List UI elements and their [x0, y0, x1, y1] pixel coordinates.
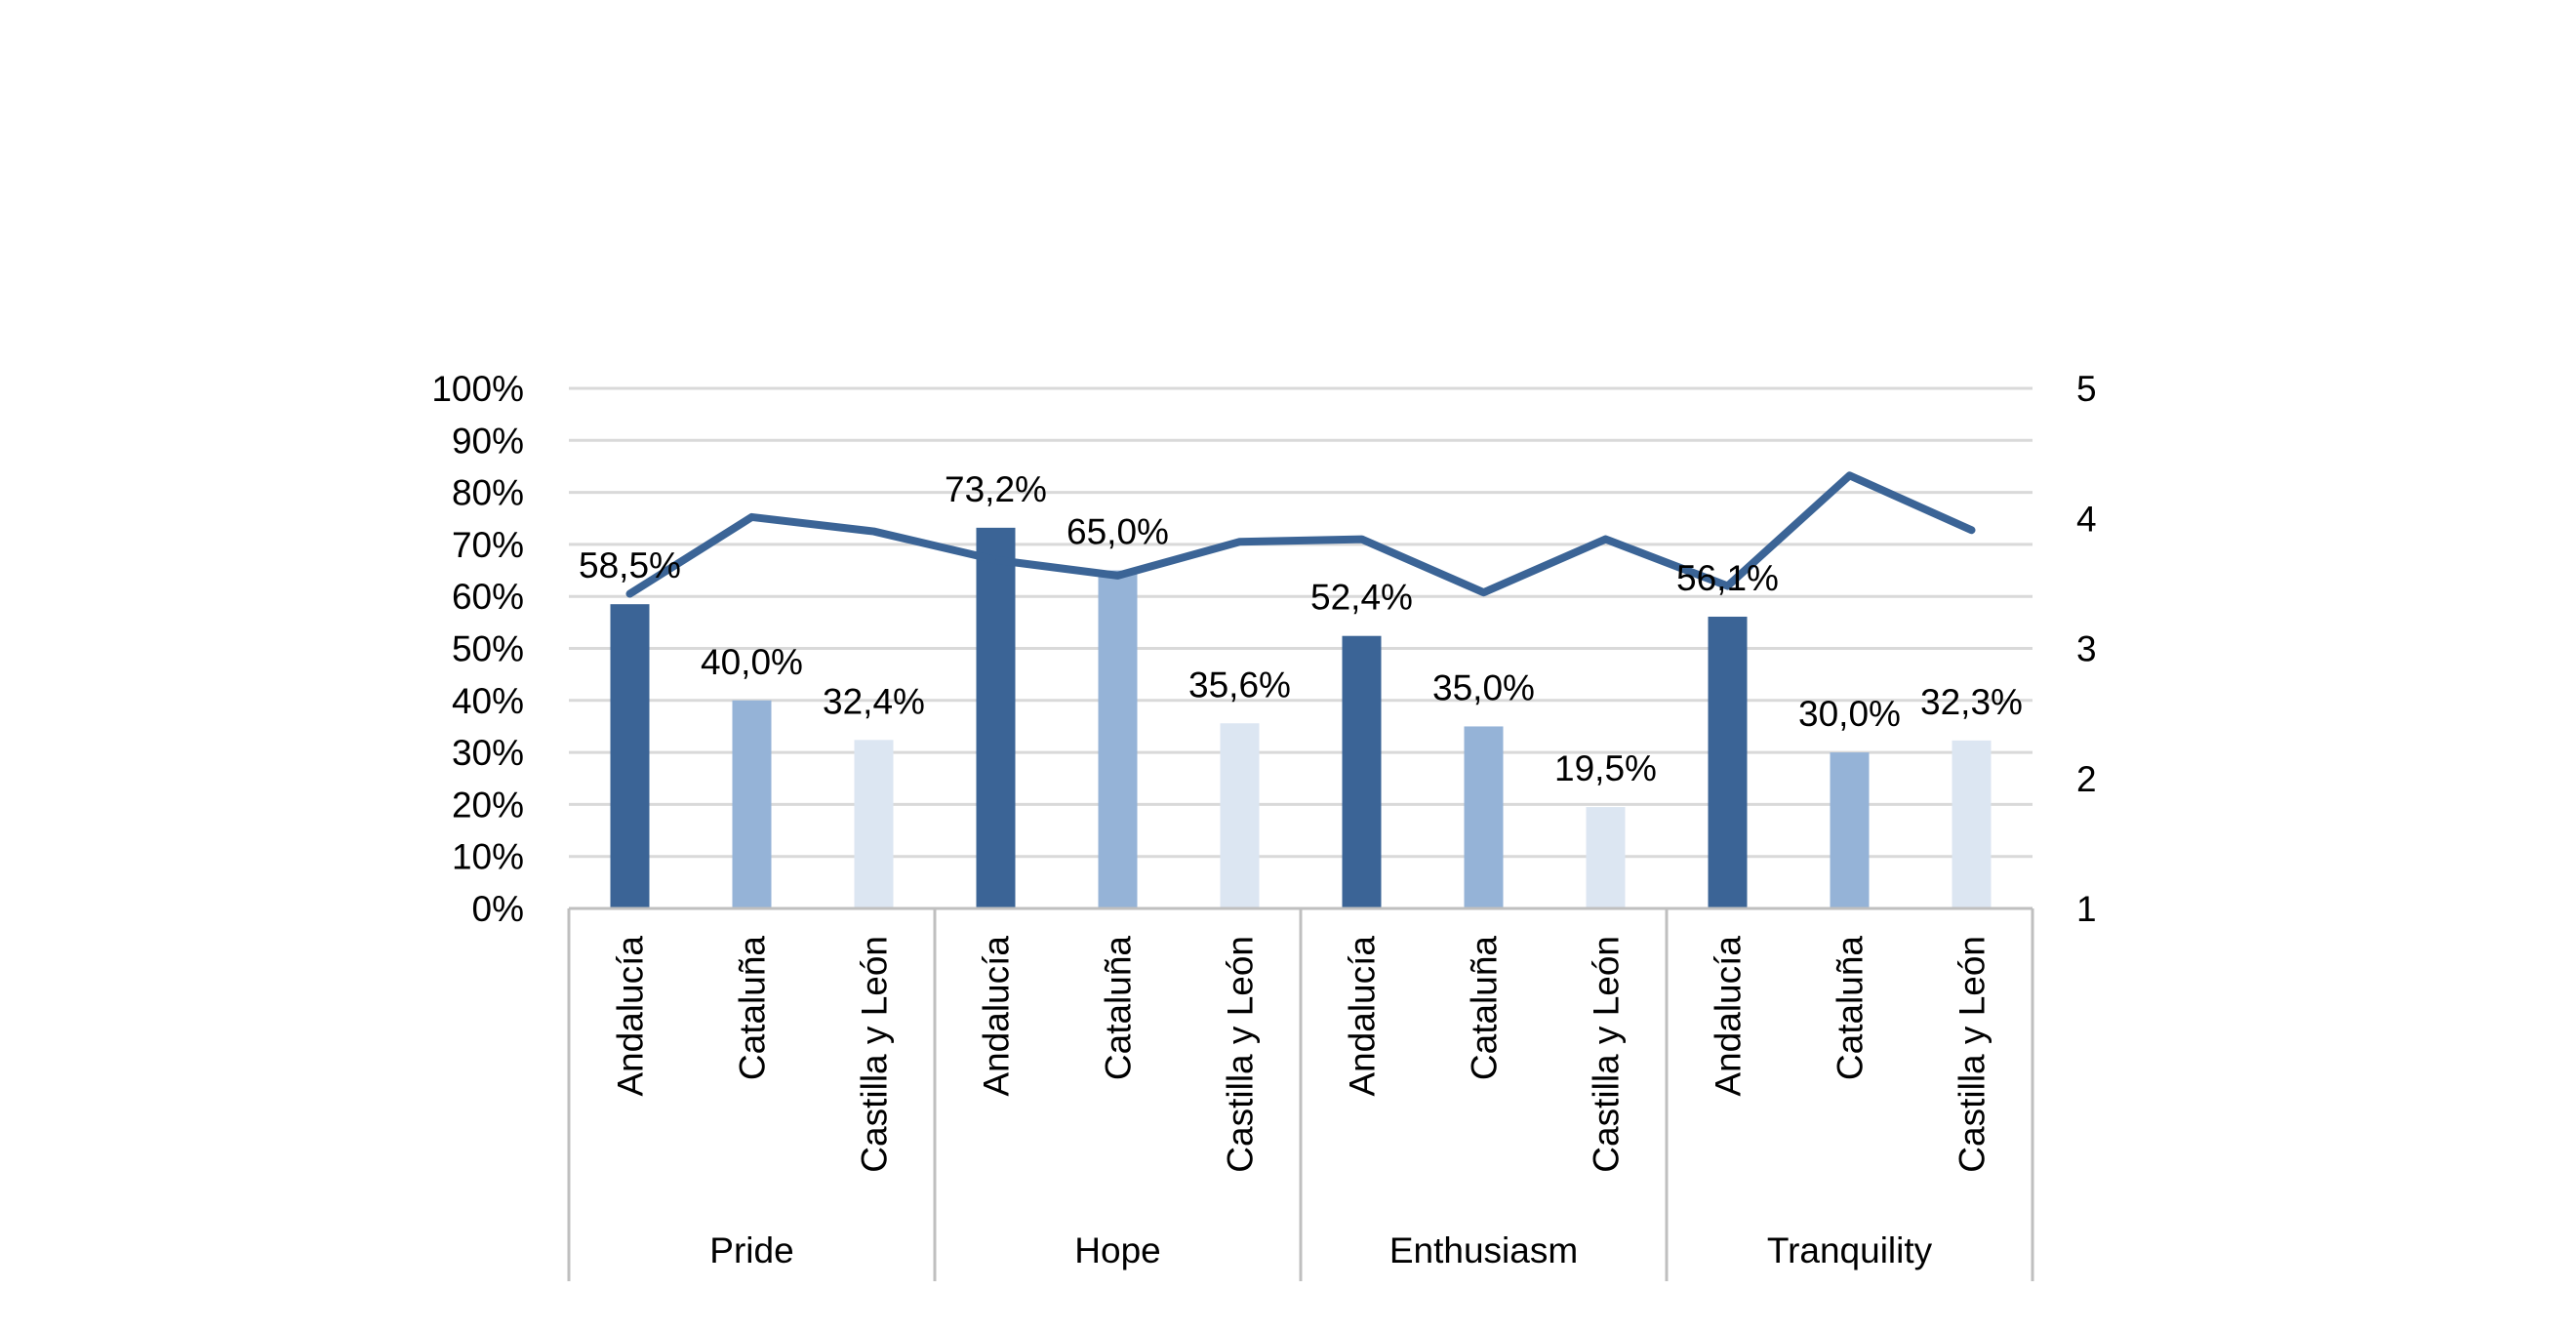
bar: [1464, 726, 1504, 908]
line-point: [1971, 529, 1972, 531]
bar-data-label: 58,5%: [579, 545, 681, 585]
y-left-tick-label: 50%: [452, 629, 524, 669]
category-label: Cataluña: [1099, 936, 1139, 1081]
bar-data-label: 73,2%: [945, 469, 1047, 509]
bar-data-label: 56,1%: [1676, 558, 1779, 598]
group-label: Pride: [709, 1230, 793, 1270]
line-point: [1605, 539, 1606, 541]
line-point: [1361, 539, 1362, 541]
bar-data-label: 52,4%: [1310, 578, 1413, 618]
category-label: Castilla y León: [1221, 936, 1261, 1173]
group-label: Tranquility: [1767, 1230, 1933, 1270]
y-right-tick-label: 3: [2076, 629, 2097, 669]
y-left-tick-label: 100%: [431, 369, 524, 409]
mean-line: [625, 471, 1976, 598]
category-label: Cataluña: [1831, 936, 1871, 1081]
category-label: Andalucía: [1343, 936, 1383, 1097]
bar-data-label: 35,0%: [1432, 667, 1535, 707]
bar: [1342, 635, 1382, 908]
bars: [610, 527, 1992, 908]
bar: [1830, 752, 1870, 908]
line-point: [629, 593, 630, 595]
bar: [610, 604, 650, 908]
y-left-tick-label: 10%: [452, 837, 524, 877]
category-label: Castilla y León: [1952, 936, 1992, 1173]
x-axis: Andalucía Cataluña Castilla y León Pride And…: [567, 907, 2034, 1281]
category-label: Cataluña: [1465, 936, 1505, 1081]
line-point: [1483, 591, 1484, 593]
line-point: [1117, 575, 1118, 577]
y-left-tick-label: 30%: [452, 733, 524, 773]
y-right-tick-label: 2: [2076, 759, 2097, 799]
bar: [1220, 723, 1260, 908]
y-left-tick-label: 40%: [452, 681, 524, 721]
bar: [1708, 616, 1748, 908]
category-label: Andalucía: [611, 936, 651, 1097]
bar: [1586, 807, 1626, 908]
bar-data-label: 32,4%: [823, 681, 925, 721]
bar-data-label: 32,3%: [1920, 682, 2023, 722]
group-label: Hope: [1074, 1230, 1160, 1270]
category-label: Castilla y León: [855, 936, 895, 1173]
bar-data-label: 35,6%: [1188, 665, 1291, 705]
category-label: Andalucía: [977, 936, 1017, 1097]
bar-data-label: 30,0%: [1798, 694, 1901, 734]
y-left-tick-label: 80%: [452, 473, 524, 513]
line-point: [995, 559, 996, 561]
line-point: [751, 516, 752, 518]
y-right-tick-label: 1: [2076, 889, 2097, 929]
line-point: [873, 531, 874, 533]
category-label: Andalucía: [1709, 936, 1749, 1097]
y-left-tick-label: 90%: [452, 421, 524, 461]
y-left-tick-label: 60%: [452, 577, 524, 617]
category-label: Castilla y León: [1587, 936, 1627, 1173]
line-point: [1727, 585, 1728, 587]
bar: [854, 740, 894, 908]
bar: [1952, 740, 1992, 908]
axes: 0% 10% 20% 30% 40% 50% 60% 70% 80% 90% 100% 1 2 3 4 5: [431, 369, 2096, 929]
bar: [976, 527, 1016, 908]
bar-data-label: 19,5%: [1554, 748, 1657, 788]
group-label: Enthusiasm: [1389, 1230, 1578, 1270]
y-right-tick-label: 4: [2076, 499, 2097, 539]
gridlines: [569, 386, 2033, 859]
data-labels: 58,5% 40,0% 32,4% 73,2% 65,0% 35,6% 52,4% 35,0%…: [579, 469, 2023, 788]
bar: [1098, 570, 1138, 908]
y-right-tick-label: 5: [2076, 369, 2097, 409]
y-left-tick-label: 70%: [452, 525, 524, 565]
y-left-tick-label: 20%: [452, 785, 524, 825]
line-series: [625, 471, 1976, 598]
y-left-tick-label: 0%: [472, 889, 524, 929]
bar: [732, 700, 772, 908]
category-label: Cataluña: [733, 936, 773, 1081]
bar-data-label: 65,0%: [1067, 512, 1169, 552]
line-point: [1849, 474, 1850, 476]
line-point: [1239, 541, 1240, 543]
bar-data-label: 40,0%: [701, 642, 803, 682]
